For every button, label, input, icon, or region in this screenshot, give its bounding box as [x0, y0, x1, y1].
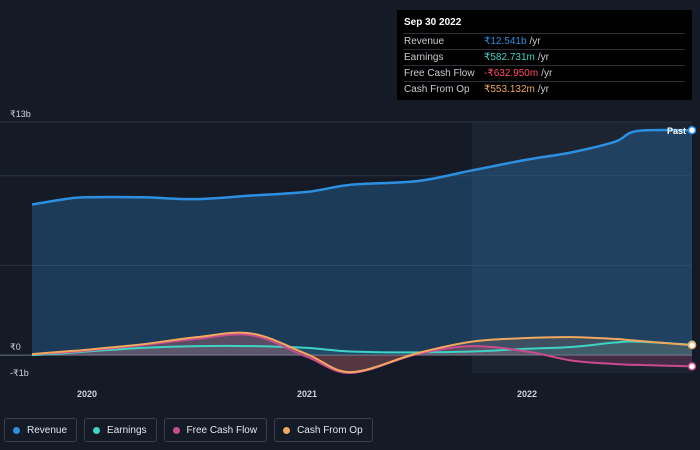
tooltip-value: ₹582.731m: [484, 52, 535, 63]
y-tick-label: ₹13b: [10, 109, 31, 119]
cash-from-op-endpoint: [687, 340, 697, 350]
tooltip-unit: /yr: [541, 68, 553, 79]
legend-label: Earnings: [107, 424, 147, 436]
legend-item-cash-from-op[interactable]: Cash From Op: [274, 418, 373, 442]
legend-dot-icon: [172, 426, 180, 434]
tooltip-date: Sep 30 2022: [404, 16, 685, 34]
y-axis-ticks: ₹13b ₹0 -₹1b: [10, 109, 31, 378]
legend-item-revenue[interactable]: Revenue: [4, 418, 78, 442]
series-lines: [31, 128, 693, 375]
tooltip-row-revenue: Revenue ₹12.541b /yr: [404, 34, 685, 50]
past-label: Past: [667, 126, 686, 136]
cash-from-op-line: [31, 331, 693, 374]
tooltip-row-free-cash-flow: Free Cash Flow -₹632.950m /yr: [404, 66, 685, 82]
cash-from-op-area: [32, 332, 692, 373]
legend-label: Cash From Op: [297, 424, 363, 436]
legend-dot-icon: [93, 426, 101, 434]
x-tick-label: 2020: [77, 389, 97, 399]
tooltip-row-cash-from-op: Cash From Op ₹553.132m /yr: [404, 82, 685, 97]
tooltip-row-earnings: Earnings ₹582.731m /yr: [404, 50, 685, 66]
legend-dot-icon: [13, 426, 20, 434]
free-cash-flow-endpoint: [687, 362, 697, 371]
data-tooltip: Sep 30 2022 Revenue ₹12.541b /yr Earning…: [397, 10, 692, 100]
x-axis-ticks: 2020 2021 2022: [77, 389, 537, 399]
revenue-endpoint: [687, 125, 697, 135]
legend-label: Free Cash Flow: [186, 424, 258, 436]
tooltip-value: -₹632.950m: [484, 68, 539, 79]
tooltip-label: Cash From Op: [404, 84, 470, 95]
legend-dot-icon: [283, 426, 291, 434]
free-cash-flow-area: [32, 334, 692, 374]
tooltip-label: Earnings: [404, 52, 444, 63]
tooltip-value: ₹12.541b: [484, 36, 527, 47]
legend-label: Revenue: [27, 424, 68, 436]
tooltip-value: ₹553.132m: [484, 84, 535, 95]
series-areas: [32, 129, 692, 374]
tooltip-label: Revenue: [404, 36, 445, 47]
series-endpoints: [687, 125, 697, 371]
revenue-line: [31, 128, 693, 206]
chart-legend: Revenue Earnings Free Cash Flow Cash Fro…: [4, 418, 373, 442]
revenue-area: [32, 129, 692, 356]
legend-item-free-cash-flow[interactable]: Free Cash Flow: [163, 418, 268, 442]
y-tick-label: -₹1b: [10, 368, 29, 378]
legend-item-earnings[interactable]: Earnings: [84, 418, 157, 442]
y-tick-label: ₹0: [10, 342, 21, 352]
earnings-line: [31, 340, 693, 357]
x-tick-label: 2021: [297, 389, 317, 399]
tooltip-unit: /yr: [529, 36, 541, 47]
gridlines: [0, 121, 692, 356]
tooltip-unit: /yr: [537, 52, 549, 63]
x-tick-label: 2022: [517, 389, 537, 399]
tooltip-unit: /yr: [537, 84, 549, 95]
tooltip-label: Free Cash Flow: [404, 68, 475, 79]
